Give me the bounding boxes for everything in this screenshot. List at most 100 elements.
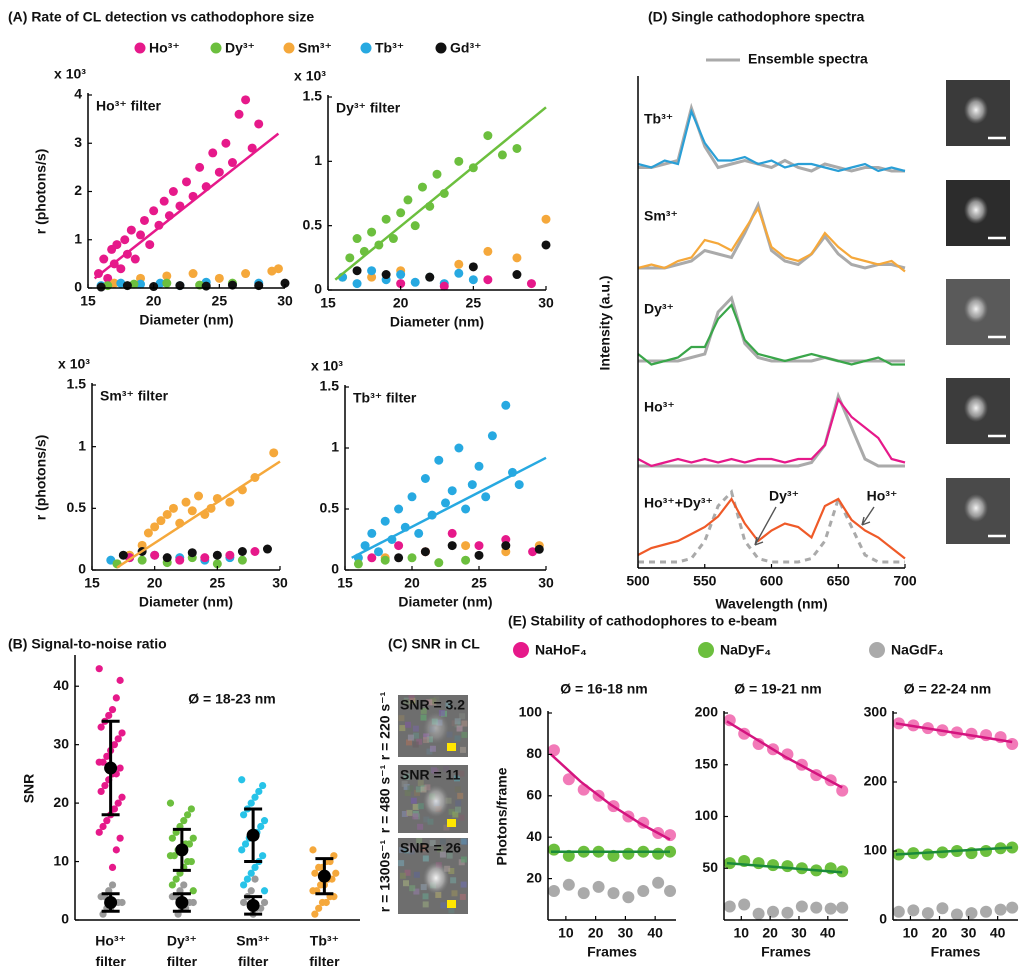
data-point — [481, 492, 491, 502]
data-point — [309, 846, 317, 854]
spectrum-line — [637, 397, 906, 468]
x-tick-label: 15 — [337, 575, 353, 591]
y-axis-label: SNR — [21, 774, 37, 804]
data-point — [454, 259, 464, 269]
data-point — [501, 541, 511, 551]
data-point — [162, 553, 172, 563]
y-tick-label: 0.5 — [67, 499, 87, 515]
x-tick-label: filter — [95, 954, 126, 966]
data-point — [166, 852, 175, 860]
rate-label: r = 1300s⁻¹ — [377, 839, 393, 912]
noise — [422, 893, 429, 900]
noise — [454, 718, 461, 725]
data-point — [180, 817, 188, 825]
background-point — [260, 898, 269, 907]
data-point — [162, 271, 172, 281]
data-point — [240, 811, 248, 819]
data-point — [168, 881, 176, 889]
data-point — [101, 781, 109, 790]
panel-title: (A) Rate of CL detection vs cathodophore… — [8, 9, 314, 25]
noise — [457, 792, 464, 799]
data-point — [149, 206, 159, 216]
x-tick-label: 25 — [471, 575, 487, 591]
scale-label: x 10³ — [54, 66, 86, 82]
annotation: Ø = 22-24 nm — [904, 681, 992, 697]
noise — [455, 800, 462, 807]
data-point — [168, 834, 176, 842]
data-point — [247, 869, 255, 877]
data-point — [187, 805, 195, 813]
noise — [433, 696, 440, 703]
annotation: Ø = 19-21 nm — [734, 681, 822, 697]
noise — [438, 710, 445, 717]
series-label: Ho³⁺ — [644, 399, 675, 415]
legend-label: NaGdF₄ — [891, 642, 944, 658]
noise — [413, 732, 420, 739]
data-point — [360, 541, 370, 551]
data-point — [407, 492, 417, 502]
fit-line — [351, 456, 547, 559]
data-point — [112, 846, 120, 854]
data-point — [200, 553, 210, 563]
particle — [423, 712, 449, 744]
data-point — [420, 474, 430, 483]
data-point — [112, 694, 120, 702]
data-point — [108, 863, 117, 872]
data-point — [921, 848, 934, 861]
x-tick-label: 40 — [820, 925, 836, 941]
noise — [455, 806, 462, 813]
noise — [443, 765, 450, 772]
data-point — [526, 279, 536, 289]
data-point — [251, 863, 259, 872]
data-point — [247, 799, 255, 807]
noise — [406, 809, 413, 816]
noise — [461, 720, 468, 727]
background-point — [240, 898, 248, 907]
noise — [420, 786, 427, 793]
data-point — [637, 885, 650, 898]
fit-line — [726, 861, 843, 874]
data-point — [767, 905, 780, 918]
legend-marker — [698, 642, 714, 658]
noise — [410, 797, 417, 804]
y-tick-label: 4 — [74, 86, 82, 102]
annotation: Ho³⁺ — [867, 488, 898, 504]
data-point — [227, 158, 237, 168]
noise — [415, 786, 422, 793]
data-point — [622, 891, 635, 904]
y-tick-label: 30 — [53, 735, 69, 751]
noise — [406, 846, 413, 853]
data-point — [95, 758, 103, 766]
data-point — [461, 504, 471, 514]
legend-marker — [283, 42, 295, 54]
noise — [417, 780, 424, 787]
x-tick-label: 10 — [558, 925, 574, 941]
y-tick-label: 1.5 — [320, 378, 340, 394]
noise — [414, 789, 421, 796]
x-tick-label: 20 — [146, 293, 162, 309]
y-tick-label: 80 — [526, 745, 542, 761]
data-point — [547, 744, 560, 757]
data-point — [664, 885, 677, 898]
data-point — [767, 859, 780, 872]
data-point — [269, 448, 279, 458]
data-point — [309, 887, 317, 895]
noise — [460, 856, 467, 863]
data-point — [474, 461, 484, 471]
data-point — [547, 843, 560, 856]
data-point — [352, 279, 362, 289]
noise — [422, 855, 429, 862]
data-point — [116, 764, 124, 772]
y-tick-label: 0 — [61, 911, 69, 927]
data-point — [723, 714, 736, 727]
noise — [439, 838, 446, 845]
x-tick-label: 30 — [277, 293, 293, 309]
data-point — [410, 221, 420, 231]
snr-label: SNR = 26 — [400, 840, 461, 856]
legend-marker — [513, 642, 529, 658]
noise — [440, 902, 447, 909]
noise — [407, 785, 414, 792]
x-tick-label: 700 — [893, 573, 917, 589]
data-point — [99, 254, 109, 264]
data-point — [439, 281, 449, 291]
